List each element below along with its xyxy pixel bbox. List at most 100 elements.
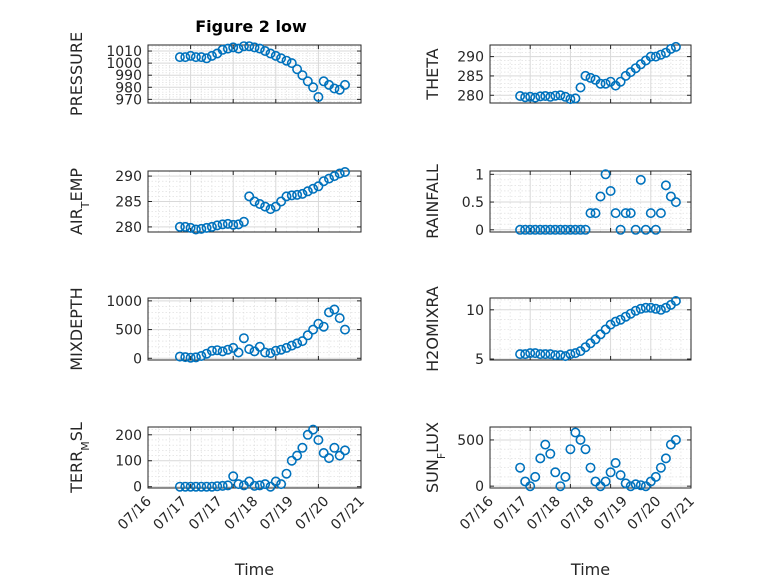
data-point: [302, 76, 313, 87]
y-tick-label: 970: [115, 92, 142, 108]
data-point: [560, 471, 571, 482]
y-tick-label: 1010: [106, 44, 142, 60]
data-point: [535, 91, 546, 102]
x-tick-label: 07/17: [490, 494, 530, 534]
data-point: [605, 319, 616, 330]
data-point: [650, 471, 661, 482]
data-point: [228, 471, 239, 482]
x-tick-label: 07/20: [292, 494, 332, 534]
data-point: [630, 305, 641, 316]
data-point: [575, 224, 586, 235]
data-point: [665, 191, 676, 202]
x-tick-label: 07/17: [186, 494, 226, 534]
subplot-terr-msl: 0100200TERRMSL07/1607/1707/1707/1807/190…: [67, 422, 368, 579]
data-point: [560, 224, 571, 235]
data-point: [206, 345, 217, 356]
data-point: [535, 349, 546, 360]
subplot-mixdepth: 0 500 1000 MIXDEPTH: [67, 287, 362, 371]
data-point: [190, 352, 201, 363]
y-tick-label: 1: [475, 167, 484, 183]
subplot-h2omixra: 5 10 H2OMIXRA: [423, 286, 692, 372]
data-point: [323, 453, 334, 464]
y-tick-label: 290: [115, 169, 142, 185]
data-point: [334, 168, 345, 179]
y-tick-label: 500: [457, 433, 484, 449]
data-point: [260, 347, 271, 358]
data-point: [334, 450, 345, 461]
data-point: [217, 346, 228, 357]
data-point: [640, 302, 651, 313]
data-point: [530, 471, 541, 482]
data-point: [196, 223, 207, 234]
subplot-rainfall: 0 0.5 1 RAINFALL: [423, 164, 692, 239]
data-point: [233, 479, 244, 490]
data-point: [650, 303, 661, 314]
data-point: [625, 308, 636, 319]
data-point: [640, 224, 651, 235]
data-point: [525, 348, 536, 359]
data-point: [635, 480, 646, 491]
data-point: [222, 480, 233, 491]
data-point: [555, 90, 566, 101]
ylabel-5: H2OMIXRA: [423, 286, 442, 372]
data-point: [201, 348, 212, 359]
x-tick-label: 07/18: [221, 494, 261, 534]
data-point: [635, 303, 646, 314]
data-point: [292, 64, 303, 75]
data-point: [334, 313, 345, 324]
data-point: [201, 481, 212, 492]
data-point: [520, 92, 531, 103]
data-point: [249, 42, 260, 53]
y-tick-label: 285: [457, 69, 484, 85]
data-point: [270, 201, 281, 212]
data-point: [515, 462, 526, 473]
plot-area: [147, 297, 362, 361]
ylabel-1: THETA: [423, 48, 442, 100]
data-point: [670, 197, 681, 208]
data-point: [313, 434, 324, 445]
data-point: [595, 78, 606, 89]
y-tick-label: 290: [457, 50, 484, 66]
data-point: [185, 222, 196, 233]
x-tick-label: 07/17: [150, 494, 190, 534]
data-point: [254, 43, 265, 54]
data-point: [545, 91, 556, 102]
data-point: [600, 78, 611, 89]
data-point: [555, 350, 566, 361]
data-point: [645, 51, 656, 62]
data-point: [605, 467, 616, 478]
x-tick-label: 07/21: [328, 494, 368, 534]
data-point: [196, 481, 207, 492]
data-point: [196, 52, 207, 63]
data-point: [308, 82, 319, 93]
data-point: [206, 481, 217, 492]
data-point: [655, 208, 666, 219]
data-point: [286, 190, 297, 201]
figure-title: Figure 2 low: [195, 17, 307, 36]
y-tick-label: 1000: [106, 294, 142, 310]
data-point: [615, 314, 626, 325]
data-point: [244, 344, 255, 355]
ylabel-0: PRESSURE: [67, 32, 86, 116]
data-point: [625, 481, 636, 492]
y-tick-label: 0.5: [462, 195, 484, 211]
data-point: [196, 350, 207, 361]
data-point: [580, 444, 591, 455]
data-point: [222, 43, 233, 54]
data-point: [645, 208, 656, 219]
data-point: [530, 348, 541, 359]
y-tick-label: 980: [115, 80, 142, 96]
data-point: [302, 330, 313, 341]
data-point: [580, 70, 591, 81]
data-point: [515, 224, 526, 235]
data-point: [222, 344, 233, 355]
data-point: [254, 199, 265, 210]
data-point: [515, 91, 526, 102]
data-point: [318, 447, 329, 458]
data-point: [238, 41, 249, 52]
data-point: [540, 91, 551, 102]
data-point: [217, 44, 228, 55]
data-point: [550, 350, 561, 361]
data-point: [212, 345, 223, 356]
